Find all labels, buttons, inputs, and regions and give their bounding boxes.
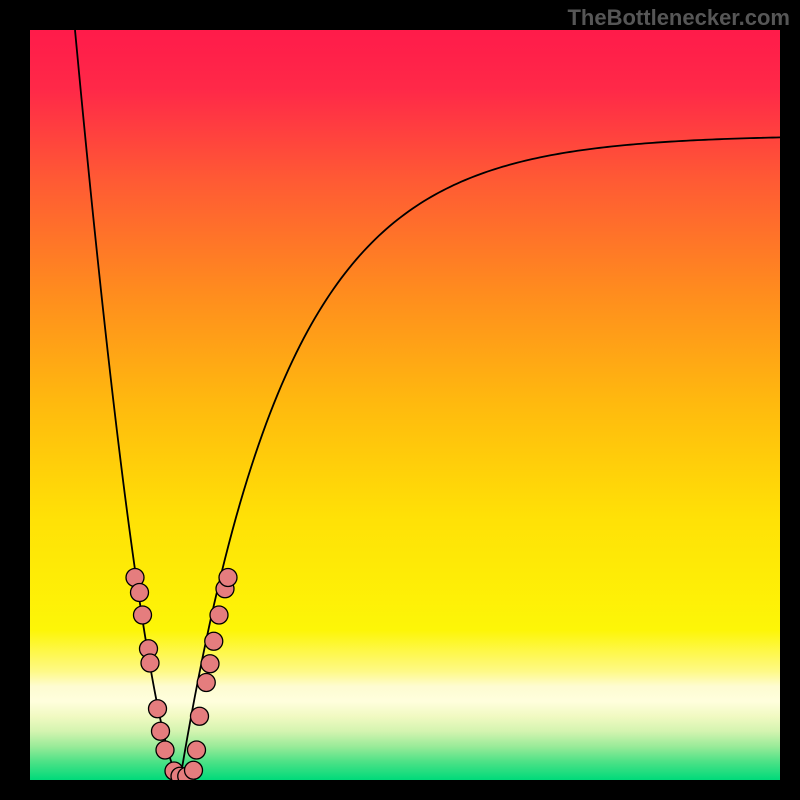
data-point	[152, 722, 170, 740]
watermark-text: TheBottlenecker.com	[567, 5, 790, 31]
data-point	[134, 606, 152, 624]
data-point	[185, 761, 203, 779]
data-point	[205, 632, 223, 650]
plot-area	[30, 30, 780, 780]
data-point	[131, 584, 149, 602]
data-point	[219, 569, 237, 587]
data-point	[210, 606, 228, 624]
data-point	[201, 655, 219, 673]
data-point	[149, 700, 167, 718]
chart-svg	[30, 30, 780, 780]
data-point	[156, 741, 174, 759]
data-point	[141, 654, 159, 672]
data-point	[188, 741, 206, 759]
data-point	[191, 707, 209, 725]
data-point	[197, 674, 215, 692]
chart-frame: TheBottlenecker.com	[0, 0, 800, 800]
